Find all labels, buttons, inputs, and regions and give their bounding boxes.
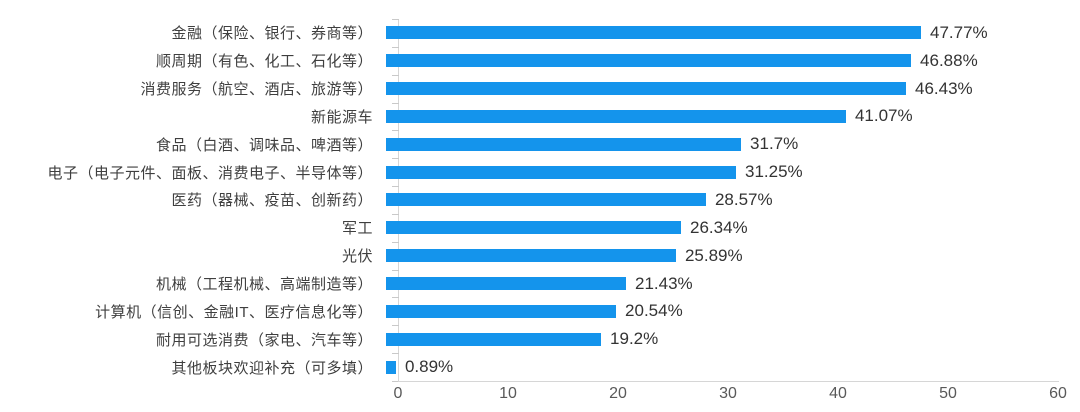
y-axis-tick [392, 381, 399, 382]
y-axis-tick [392, 269, 399, 271]
y-axis-tick [392, 297, 399, 299]
category-label: 军工 [341, 220, 373, 238]
chart-row: 其他板块欢迎补充（可多填） 0.89% [0, 353, 1058, 381]
bar-track: 25.89% [386, 242, 1058, 270]
value-label: 19.2% [610, 329, 659, 349]
bar-track: 20.54% [386, 297, 1058, 325]
chart-row: 军工 26.34% [0, 214, 1058, 242]
y-axis-tick [392, 46, 399, 48]
x-axis-tick-label: 10 [499, 385, 517, 402]
bar [386, 165, 736, 179]
bar-track: 47.77% [386, 19, 1058, 47]
bar-track: 19.2% [386, 325, 1058, 353]
value-label: 31.25% [745, 162, 803, 182]
x-axis-tick-label: 0 [393, 385, 403, 402]
chart-row: 金融（保险、银行、券商等） 47.77% [0, 19, 1058, 47]
bar [386, 304, 617, 318]
bar [386, 109, 846, 123]
bar-track: 31.25% [386, 158, 1058, 186]
value-label: 0.89% [404, 357, 454, 377]
y-axis-tick [392, 186, 399, 188]
value-label: 46.88% [920, 50, 978, 70]
value-label: 41.07% [854, 106, 913, 126]
chart-row: 顺周期（有色、化工、石化等） 46.88% [0, 47, 1058, 75]
chart-rows: 金融（保险、银行、券商等） 47.77% 顺周期（有色、化工、石化等） 46.88% 消… [0, 19, 1058, 381]
bar-track: 31.7% [386, 130, 1058, 158]
chart-row: 食品（白酒、调味品、啤酒等） 31.7% [0, 130, 1058, 158]
category-label: 计算机（信创、金融IT、医疗信息化等） [95, 303, 373, 321]
value-label: 26.34% [690, 217, 748, 237]
chart-row: 医药（器械、疫苗、创新药） 28.57% [0, 186, 1058, 214]
category-label: 光伏 [341, 248, 373, 266]
value-label: 21.43% [635, 273, 693, 293]
value-label: 20.54% [625, 301, 683, 321]
y-axis-tick [392, 325, 399, 327]
chart-row: 计算机（信创、金融IT、医疗信息化等） 20.54% [0, 297, 1058, 325]
category-label: 食品（白酒、调味品、啤酒等） [155, 136, 373, 154]
category-label: 其他板块欢迎补充（可多填） [171, 359, 373, 377]
value-label: 47.77% [930, 22, 988, 42]
bar [386, 360, 396, 374]
bar [386, 249, 676, 263]
y-axis-tick [392, 19, 399, 20]
category-label: 新能源车 [310, 108, 373, 126]
chart-row: 电子（电子元件、面板、消费电子、半导体等） 31.25% [0, 158, 1058, 186]
x-axis-tick-labels: 0 10 20 30 40 50 60 [394, 385, 1067, 409]
x-axis-tick-label: 50 [939, 385, 957, 402]
bar-track: 41.07% [386, 103, 1058, 131]
value-label: 28.57% [714, 189, 773, 209]
chart-row: 消费服务（航空、酒店、旅游等） 46.43% [0, 75, 1058, 103]
chart-row: 耐用可选消费（家电、汽车等） 19.2% [0, 325, 1058, 353]
y-axis-tick [392, 74, 399, 76]
value-label: 25.89% [684, 245, 743, 265]
bar-track: 0.89% [386, 353, 1058, 381]
bar-track: 21.43% [386, 270, 1058, 298]
bar-track: 28.57% [386, 186, 1058, 214]
category-label: 医药（器械、疫苗、创新药） [171, 192, 373, 210]
bar [386, 332, 602, 346]
x-axis-line [398, 381, 1059, 382]
category-label: 顺周期（有色、化工、石化等） [155, 53, 373, 71]
bar [386, 193, 706, 207]
bar [386, 277, 627, 291]
category-label: 耐用可选消费（家电、汽车等） [155, 331, 373, 349]
y-axis-tick [392, 102, 399, 104]
category-label: 机械（工程机械、高端制造等） [155, 276, 373, 294]
chart-row: 机械（工程机械、高端制造等） 21.43% [0, 270, 1058, 298]
y-axis-tick [392, 353, 399, 355]
bar-track: 46.43% [386, 75, 1058, 103]
y-axis-tick [392, 241, 399, 243]
bar-track: 26.34% [386, 214, 1058, 242]
x-axis-tick-label: 30 [719, 385, 737, 402]
category-label: 消费服务（航空、酒店、旅游等） [140, 81, 373, 99]
category-label: 金融（保险、银行、券商等） [171, 25, 373, 43]
x-axis-tick-label: 60 [1049, 385, 1067, 402]
x-axis-tick-label: 20 [609, 385, 627, 402]
bar [386, 221, 681, 235]
value-label: 46.43% [915, 78, 973, 98]
bar [386, 82, 907, 96]
y-axis-tick [392, 130, 399, 132]
bar [386, 26, 922, 40]
y-axis-tick [392, 158, 399, 160]
chart-row: 光伏 25.89% [0, 242, 1058, 270]
value-label: 31.7% [750, 134, 799, 154]
chart-row: 新能源车 41.07% [0, 103, 1058, 131]
bar-track: 46.88% [386, 47, 1058, 75]
x-axis-tick-label: 40 [829, 385, 847, 402]
category-label: 电子（电子元件、面板、消费电子、半导体等） [47, 164, 373, 182]
bar [386, 137, 742, 151]
bar [386, 54, 912, 68]
y-axis-tick [392, 213, 399, 215]
